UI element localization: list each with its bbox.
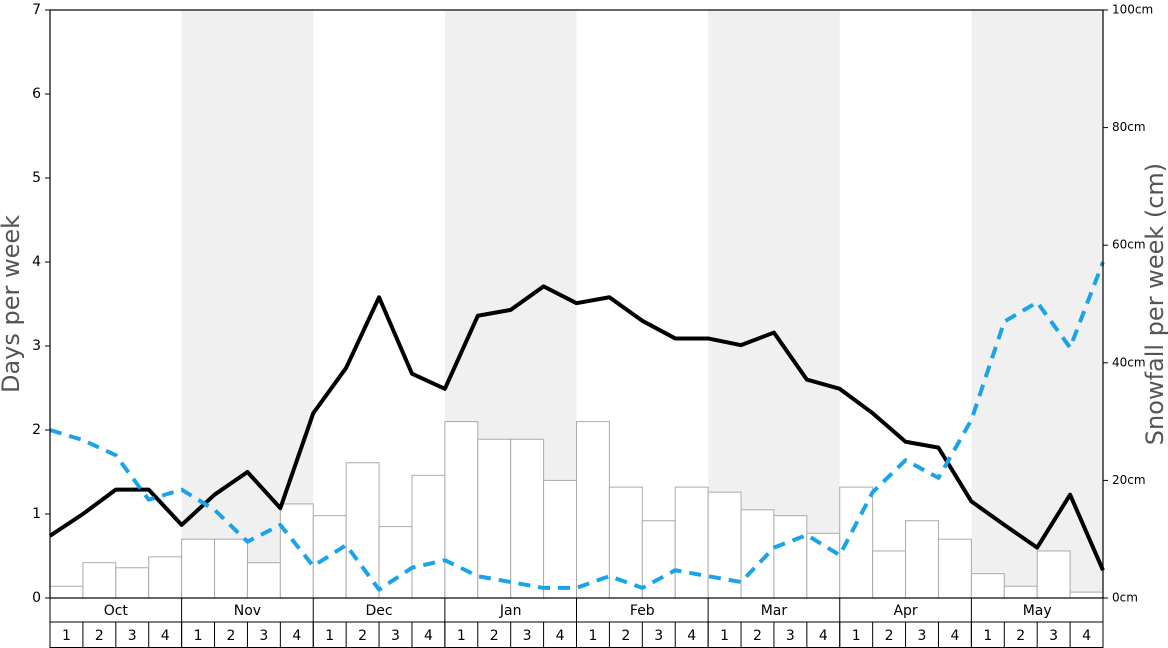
y-tick-label: 1: [32, 506, 41, 522]
x-tick-label: 2: [885, 628, 894, 644]
bar: [148, 556, 183, 599]
x-tick-label: 4: [819, 628, 828, 644]
x-tick-label: 4: [161, 628, 170, 644]
bar: [345, 462, 380, 599]
x-tick-label: 3: [918, 628, 927, 644]
x-tick-label: 4: [687, 628, 696, 644]
y2-tick-label: 80cm: [1112, 120, 1146, 134]
y2-tick-label: 100cm: [1112, 3, 1153, 17]
bar: [246, 562, 281, 599]
y-tick-label: 3: [32, 338, 41, 354]
bar: [608, 486, 643, 599]
bar: [1069, 591, 1104, 599]
bar: [970, 573, 1005, 599]
x-tick-label: 3: [1049, 628, 1058, 644]
month-band: [971, 10, 1103, 598]
bar: [411, 474, 446, 599]
y-tick-label: 2: [32, 422, 41, 438]
month-label: Apr: [893, 603, 917, 619]
y-axis-label: Days per week: [0, 215, 25, 393]
y-tick-label: 6: [32, 86, 41, 102]
y2-tick-label: 60cm: [1112, 238, 1146, 252]
bar: [872, 550, 907, 599]
x-tick-label: 4: [292, 628, 301, 644]
month-label: Feb: [630, 603, 655, 619]
bar: [740, 509, 775, 599]
x-tick-label: 1: [457, 628, 466, 644]
month-label: May: [1023, 603, 1052, 619]
y-tick-label: 5: [32, 170, 41, 186]
x-tick-label: 2: [358, 628, 367, 644]
bar: [510, 438, 545, 599]
x-tick-label: 3: [391, 628, 400, 644]
bar: [543, 479, 577, 599]
bar: [378, 526, 413, 599]
bar: [181, 538, 216, 599]
y2-tick-label: 40cm: [1112, 355, 1146, 369]
bar: [477, 438, 512, 599]
month-label: Jan: [499, 603, 522, 619]
x-tick-label: 1: [325, 628, 334, 644]
bar: [279, 503, 314, 599]
month-band: [181, 10, 314, 598]
bar: [576, 421, 610, 599]
x-tick-label: 1: [588, 628, 597, 644]
x-tick-label: 4: [424, 628, 433, 644]
bar: [115, 567, 150, 599]
month-label: Dec: [366, 603, 393, 619]
bar: [49, 585, 84, 599]
x-tick-label: 3: [523, 628, 532, 644]
x-tick-label: 3: [259, 628, 268, 644]
x-tick-label: 2: [227, 628, 236, 644]
x-tick-label: 4: [950, 628, 959, 644]
x-tick-label: 4: [1082, 628, 1091, 644]
y2-tick-label: 0cm: [1112, 591, 1138, 605]
bar: [773, 515, 808, 599]
x-tick-label: 1: [983, 628, 992, 644]
bar: [1003, 585, 1038, 599]
bar: [82, 562, 117, 599]
x-tick-label: 2: [490, 628, 499, 644]
x-tick-label: 3: [128, 628, 137, 644]
x-tick-label: 3: [786, 628, 795, 644]
y2-axis-label: Snowfall per week (cm): [1141, 163, 1168, 445]
bar: [674, 486, 709, 599]
y-tick-label: 0: [32, 590, 41, 606]
x-tick-label: 2: [1016, 628, 1025, 644]
bar: [1036, 550, 1071, 599]
x-tick-label: 1: [720, 628, 729, 644]
y-tick-label: 7: [32, 2, 41, 18]
bar: [641, 520, 676, 599]
month-label: Oct: [104, 603, 129, 619]
x-tick-label: 1: [194, 628, 203, 644]
x-tick-label: 1: [62, 628, 71, 644]
month-label: Nov: [234, 603, 261, 619]
background-layer: [181, 10, 1103, 598]
bar: [905, 520, 939, 599]
bar: [806, 532, 841, 599]
bar: [937, 538, 972, 599]
plot-frame: [49, 9, 1104, 599]
line-series: [48, 284, 1105, 572]
x-tick-label: 3: [654, 628, 663, 644]
month-label: Mar: [761, 603, 788, 619]
x-tick-label: 1: [852, 628, 861, 644]
x-tick-label: 4: [556, 628, 565, 644]
bar: [444, 421, 479, 599]
x-tick-label: 2: [621, 628, 630, 644]
x-tick-label: 2: [95, 628, 104, 644]
bar: [214, 538, 248, 599]
x-tick-label: 2: [753, 628, 762, 644]
bar: [312, 515, 347, 599]
y-tick-label: 4: [32, 254, 41, 270]
y2-tick-label: 20cm: [1112, 473, 1146, 487]
